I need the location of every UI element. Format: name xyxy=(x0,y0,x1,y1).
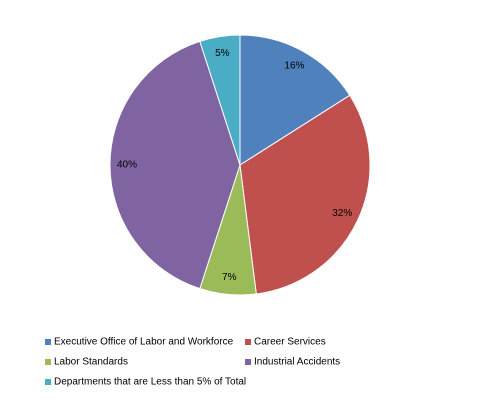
legend-label: Departments that are Less than 5% of Tot… xyxy=(54,377,246,388)
data-label: 16% xyxy=(284,61,304,72)
data-label: 32% xyxy=(332,208,352,219)
legend-swatch xyxy=(45,379,51,385)
legend-label: Labor Standards xyxy=(54,357,128,368)
data-label: 40% xyxy=(117,160,137,171)
legend-label: Career Services xyxy=(254,337,326,348)
legend-swatch xyxy=(45,359,51,365)
data-label: 5% xyxy=(215,48,230,59)
legend-label: Executive Office of Labor and Workforce xyxy=(54,337,234,348)
data-label: 7% xyxy=(222,272,237,283)
legend-swatch xyxy=(245,339,251,345)
legend-label: Industrial Accidents xyxy=(254,357,340,368)
legend-swatch xyxy=(45,339,51,345)
pie-slice xyxy=(239,34,351,166)
pie-slice xyxy=(239,94,371,295)
pie-slice xyxy=(109,40,241,290)
legend-swatch xyxy=(245,359,251,365)
pie-slice xyxy=(199,34,241,166)
